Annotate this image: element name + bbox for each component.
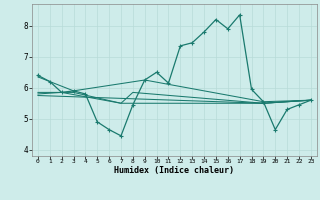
X-axis label: Humidex (Indice chaleur): Humidex (Indice chaleur) [115,166,234,175]
